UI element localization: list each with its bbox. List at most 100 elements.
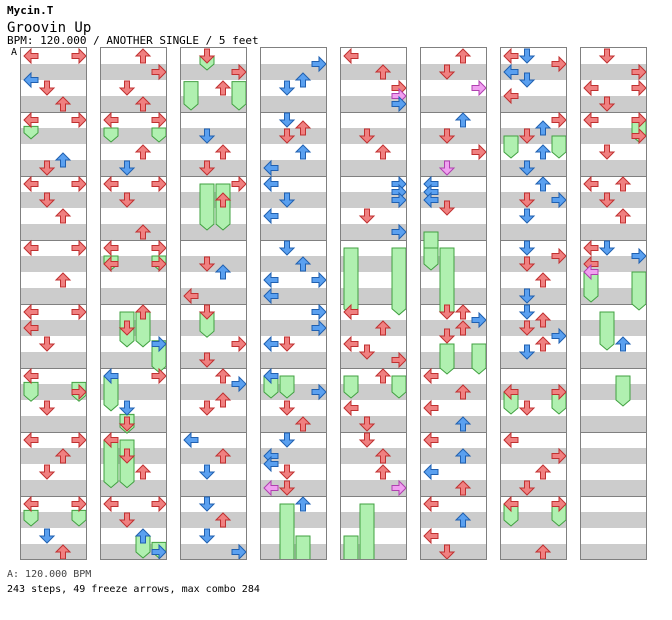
beat-band: [501, 416, 566, 432]
beat-band: [181, 384, 246, 400]
arrow-right: [151, 543, 166, 559]
arrow-down: [518, 256, 536, 272]
arrow-up: [54, 544, 72, 559]
arrow-left: [503, 495, 519, 513]
arrow-up: [534, 312, 552, 328]
freeze-arrow-left: [103, 127, 119, 143]
beat-band: [21, 352, 86, 368]
arrow-down: [518, 480, 536, 496]
beat-band: [341, 352, 406, 368]
arrow-down: [438, 128, 456, 144]
arrow-right: [471, 79, 486, 97]
arrow-left: [343, 335, 359, 353]
arrow-down: [198, 464, 216, 480]
bar-line: [101, 112, 166, 113]
bar-line: [501, 176, 566, 177]
arrow-right: [391, 479, 406, 497]
beat-band: [181, 512, 246, 528]
bar-line: [501, 368, 566, 369]
arrow-left: [103, 175, 119, 193]
arrow-up: [534, 120, 552, 136]
arrow-right: [551, 111, 566, 129]
arrow-down: [598, 48, 616, 64]
arrow-right: [151, 111, 166, 129]
beat-band: [421, 512, 486, 528]
arrow-down: [198, 128, 216, 144]
arrow-up: [294, 416, 312, 432]
freeze-arrow-left: [343, 535, 359, 559]
bar-line: [181, 176, 246, 177]
beat-band: [181, 288, 246, 304]
arrow-left: [583, 175, 599, 193]
bar-line: [341, 176, 406, 177]
arrow-up: [54, 272, 72, 288]
beat-band: [581, 544, 646, 559]
arrow-left: [263, 367, 279, 385]
arrow-layer: [503, 48, 566, 559]
arrow-up: [294, 496, 312, 512]
arrow-right: [391, 223, 406, 241]
freeze-arrow-right: [231, 81, 246, 111]
arrow-up: [614, 336, 632, 352]
freeze-arrow-left: [23, 381, 39, 402]
arrow-left: [23, 71, 39, 89]
arrow-down: [438, 304, 456, 320]
bar-line: [501, 240, 566, 241]
arrow-right: [551, 55, 566, 73]
beat-band: [421, 448, 486, 464]
arrow-down: [278, 240, 296, 256]
beat-band: [341, 480, 406, 496]
arrow-up: [214, 392, 232, 408]
arrow-layer: [423, 48, 486, 559]
arrow-right: [391, 351, 406, 369]
arrow-right: [471, 143, 486, 161]
bar-line: [261, 176, 326, 177]
arrow-down: [118, 512, 136, 528]
arrow-down: [278, 192, 296, 208]
arrow-down: [518, 400, 536, 416]
beat-band: [501, 544, 566, 559]
beat-band: [261, 96, 326, 112]
arrow-down: [438, 160, 456, 176]
beat-band: [501, 352, 566, 368]
stats-footer: 243 steps, 49 freeze arrows, max combo 2…: [7, 584, 260, 595]
freeze-arrow-left: [423, 247, 439, 271]
beat-band: [181, 544, 246, 559]
bar-line: [101, 304, 166, 305]
arrow-right: [151, 367, 166, 385]
beat-band: [21, 448, 86, 464]
arrow-right: [231, 335, 246, 353]
arrow-down: [278, 80, 296, 96]
bar-line: [421, 496, 486, 497]
arrow-right: [551, 247, 566, 265]
arrow-left: [503, 48, 519, 65]
arrow-up: [134, 304, 152, 320]
arrow-down: [198, 160, 216, 176]
bar-line: [261, 432, 326, 433]
bar-line: [581, 304, 646, 305]
beat-band: [21, 416, 86, 432]
beat-band: [21, 480, 86, 496]
arrow-down: [598, 96, 616, 112]
chart-meta: BPM: 120.000 / ANOTHER SINGLE / 5 feet: [7, 34, 259, 47]
measure-column-1: [20, 47, 87, 560]
arrow-layer: [183, 48, 246, 559]
beat-band: [261, 64, 326, 80]
bar-line: [181, 304, 246, 305]
beat-band: [581, 512, 646, 528]
arrow-down: [38, 528, 56, 544]
bar-line: [21, 304, 86, 305]
arrow-up: [214, 80, 232, 96]
arrow-left: [583, 239, 599, 257]
arrow-left: [423, 191, 439, 209]
arrow-left: [423, 431, 439, 449]
arrow-layer: [23, 48, 86, 559]
beat-band: [261, 448, 326, 464]
arrow-right: [151, 175, 166, 193]
bar-line: [421, 432, 486, 433]
arrow-left: [423, 527, 439, 545]
arrow-down: [518, 48, 536, 64]
arrow-right: [71, 175, 86, 193]
beat-band: [181, 416, 246, 432]
bar-line: [181, 432, 246, 433]
